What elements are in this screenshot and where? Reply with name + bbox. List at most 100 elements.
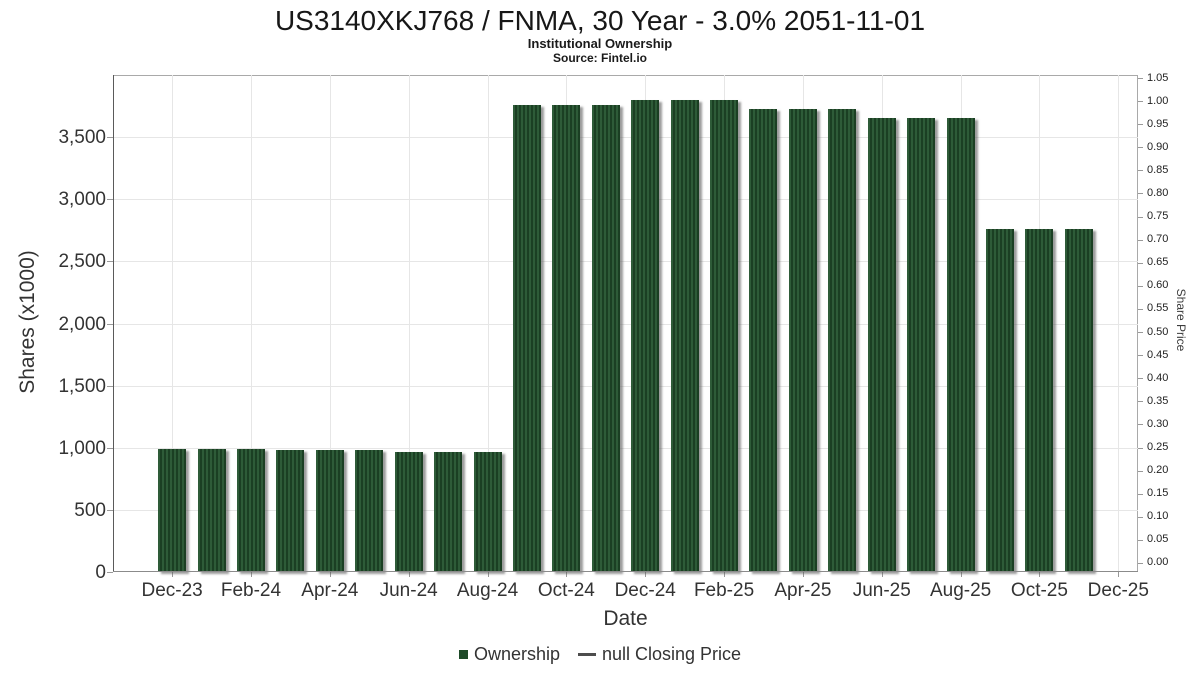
legend-label: Ownership xyxy=(473,644,560,664)
y-tick-label: 500 xyxy=(74,499,106,521)
ownership-bar-Mar-24[interactable] xyxy=(276,450,305,572)
x-tick-label: Jun-24 xyxy=(379,580,438,601)
secondary-y-axis-tick xyxy=(1138,262,1143,264)
x-axis-tick xyxy=(566,572,568,577)
ownership-bar-Oct-24[interactable] xyxy=(552,105,581,572)
x-axis-tick xyxy=(881,572,883,577)
y-tick-label: 2,000 xyxy=(58,313,106,335)
y-tick-label: 1,500 xyxy=(58,375,106,397)
secondary-y-axis-tick xyxy=(1138,332,1143,334)
ownership-bar-Jul-25[interactable] xyxy=(907,117,936,572)
x-tick-label: Oct-25 xyxy=(1010,580,1068,601)
ownership-bar-Mar-25[interactable] xyxy=(749,108,778,572)
secondary-y-axis-tick xyxy=(1138,355,1143,357)
y-axis-line xyxy=(113,75,114,572)
x-tick-label: Jun-25 xyxy=(852,580,911,601)
y-tick-label: 3,000 xyxy=(58,189,106,211)
y-axis-tick xyxy=(107,509,113,511)
y-axis-tick xyxy=(107,199,113,201)
gridline xyxy=(329,75,331,572)
ownership-bar-Jan-24[interactable] xyxy=(197,448,226,572)
secondary-y-axis-tick xyxy=(1138,78,1143,79)
secondary-y-axis-tick xyxy=(1138,401,1143,403)
legend-item-closing-price[interactable]: null Closing Price xyxy=(577,644,741,665)
ownership-bar-May-24[interactable] xyxy=(355,450,384,572)
gridline xyxy=(113,385,1138,387)
y2-tick-label: 0.90 xyxy=(1147,140,1169,153)
y-tick-label: 1,000 xyxy=(58,437,106,459)
x-tick-label: Aug-24 xyxy=(456,580,519,601)
ownership-bar-Dec-24[interactable] xyxy=(631,100,660,572)
x-tick-label: Dec-25 xyxy=(1087,580,1149,601)
secondary-y-axis-tick xyxy=(1138,216,1143,218)
ownership-bar-Jan-25[interactable] xyxy=(670,100,699,572)
ownership-bar-Feb-24[interactable] xyxy=(236,448,265,572)
x-axis-tick xyxy=(487,572,489,577)
x-axis-tick xyxy=(1118,572,1120,577)
y2-tick-label: 0.50 xyxy=(1147,325,1169,338)
y-axis-tick xyxy=(107,261,113,263)
legend-item-ownership[interactable]: Ownership xyxy=(458,644,560,665)
y2-tick-label: 0.45 xyxy=(1147,348,1169,361)
y-axis-tick xyxy=(107,572,113,573)
x-axis-tick xyxy=(329,572,331,577)
ownership-bar-Aug-25[interactable] xyxy=(946,117,975,572)
ownership-bar-Apr-24[interactable] xyxy=(315,450,344,572)
y-axis-tick xyxy=(107,385,113,387)
ownership-bar-May-25[interactable] xyxy=(828,108,857,572)
ownership-bar-Oct-25[interactable] xyxy=(1025,229,1054,572)
ownership-bar-Dec-23[interactable] xyxy=(158,448,187,572)
y2-tick-label: 0.70 xyxy=(1147,233,1169,246)
secondary-y-axis-tick xyxy=(1138,378,1143,380)
chart-source-credit: Source: Fintel.io xyxy=(552,51,647,65)
ownership-bar-Aug-24[interactable] xyxy=(473,452,502,572)
x-axis-line xyxy=(113,571,1138,572)
y-tick-label: 2,500 xyxy=(58,251,106,273)
gridline xyxy=(1118,75,1120,572)
secondary-y-axis-tick xyxy=(1138,285,1143,287)
gridline xyxy=(487,75,489,572)
ownership-bar-Jul-24[interactable] xyxy=(434,452,463,572)
ownership-bar-Sep-24[interactable] xyxy=(512,105,541,572)
secondary-y-axis-tick xyxy=(1138,193,1143,195)
x-tick-label: Oct-24 xyxy=(537,580,595,601)
x-tick-label: Feb-24 xyxy=(220,580,282,601)
x-axis-tick xyxy=(1039,572,1041,577)
y2-tick-label: 0.35 xyxy=(1147,394,1169,407)
y2-tick-label: 0.05 xyxy=(1147,533,1169,546)
x-tick-label: Apr-24 xyxy=(301,580,359,601)
y2-tick-label: 0.15 xyxy=(1147,487,1169,500)
y2-tick-label: 0.85 xyxy=(1147,163,1169,176)
ownership-bar-Jun-25[interactable] xyxy=(867,117,896,572)
ownership-bar-Apr-25[interactable] xyxy=(788,108,817,572)
ownership-bar-Nov-25[interactable] xyxy=(1064,229,1093,572)
secondary-y-axis-tick xyxy=(1138,308,1143,310)
ownership-bar-Nov-24[interactable] xyxy=(591,105,620,572)
x-axis-tick xyxy=(645,572,647,577)
legend: Ownership null Closing Price xyxy=(0,644,1200,665)
gridline xyxy=(113,261,1138,263)
gridline xyxy=(172,75,174,572)
x-tick-label: Apr-25 xyxy=(774,580,832,601)
y2-tick-label: 0.60 xyxy=(1147,279,1169,292)
x-axis-tick xyxy=(250,572,252,577)
x-tick-label: Aug-25 xyxy=(929,580,992,601)
gridline xyxy=(113,137,1138,139)
ownership-bar-Feb-25[interactable] xyxy=(710,100,739,572)
y2-tick-label: 0.55 xyxy=(1147,302,1169,315)
x-axis-title: Date xyxy=(603,607,648,630)
y-tick-label: 3,500 xyxy=(58,127,106,149)
square-marker-icon xyxy=(458,650,468,659)
x-axis-tick xyxy=(802,572,804,577)
secondary-y-axis-tick xyxy=(1138,170,1143,172)
secondary-y-axis-tick xyxy=(1138,470,1143,472)
secondary-y-axis-tick xyxy=(1138,101,1143,103)
secondary-y-axis-tick xyxy=(1138,447,1143,449)
y-axis-tick xyxy=(107,447,113,449)
y2-tick-label: 1.00 xyxy=(1147,94,1169,107)
y-axis-title: Shares (x1000) xyxy=(16,250,39,394)
ownership-bar-Jun-24[interactable] xyxy=(394,452,423,572)
ownership-bar-Sep-25[interactable] xyxy=(986,229,1015,572)
